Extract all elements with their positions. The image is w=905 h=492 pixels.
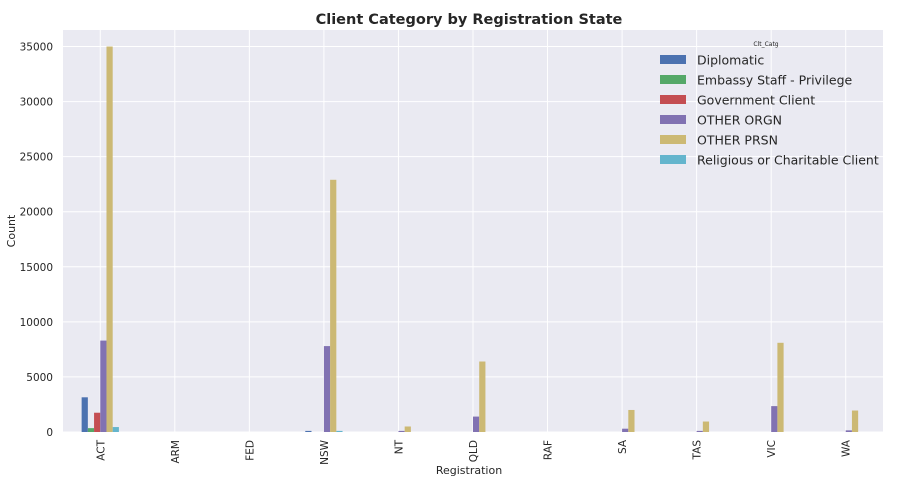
legend-swatch — [660, 155, 686, 164]
bar-religious-or-charitable-client-act — [112, 427, 119, 432]
legend-label: Diplomatic — [697, 53, 764, 68]
legend-label: OTHER PRSN — [697, 133, 778, 148]
x-tick-label: QLD — [468, 440, 480, 462]
y-tick-label: 35000 — [20, 42, 53, 54]
legend-swatch — [660, 115, 686, 124]
bar-other-prsn-sa — [628, 409, 635, 432]
legend-label: Government Client — [697, 93, 815, 108]
legend-swatch — [660, 55, 686, 64]
bar-other-orgn-act — [100, 340, 107, 432]
y-tick-label: 0 — [46, 427, 53, 439]
x-tick-label: NT — [393, 439, 405, 454]
x-axis-label: Registration — [436, 464, 502, 477]
y-tick-label: 30000 — [20, 97, 53, 109]
legend-swatch — [660, 95, 686, 104]
bar-religious-or-charitable-client-nsw — [336, 430, 343, 432]
x-tick-label: FED — [244, 440, 256, 461]
y-tick-label: 15000 — [20, 262, 53, 274]
bar-other-orgn-wa — [845, 430, 852, 432]
legend-label: Embassy Staff - Privilege — [697, 73, 853, 88]
y-tick-labels: 0 5000 10000 15000 20000 25000 30000 35000 — [20, 42, 53, 439]
y-tick-label: 5000 — [26, 372, 53, 384]
bar-other-prsn-vic — [777, 342, 784, 432]
bar-other-orgn-nt — [398, 430, 405, 432]
x-tick-label: VIC — [766, 440, 778, 458]
bar-other-prsn-wa — [851, 410, 859, 432]
bar-other-orgn-qld — [473, 416, 480, 432]
bars — [81, 46, 859, 433]
x-tick-label: TAS — [692, 440, 704, 461]
y-tick-label: 10000 — [20, 317, 53, 329]
x-tick-label: SA — [617, 439, 629, 454]
bar-other-orgn-nsw — [323, 346, 331, 432]
bar-other-prsn-tas — [702, 421, 710, 432]
x-tick-labels: ACT ARM FED NSW NT QLD RAF SA TAS VIC WA — [95, 439, 852, 465]
y-tick-label: 20000 — [20, 207, 53, 219]
y-axis-label: Count — [5, 214, 18, 247]
bar-other-orgn-sa — [622, 428, 629, 432]
bar-other-prsn-nt — [404, 426, 411, 432]
x-tick-label: RAF — [543, 440, 555, 460]
legend-title: Clt_Catg — [753, 41, 778, 48]
legend-label: Religious or Charitable Client — [697, 153, 879, 168]
x-tick-label: ARM — [170, 440, 182, 464]
grid-lines — [63, 30, 883, 433]
x-tick-label: ACT — [95, 439, 107, 460]
legend-label: OTHER ORGN — [697, 113, 782, 128]
bar-other-prsn-nsw — [330, 179, 337, 432]
chart-title: Client Category by Registration State — [316, 12, 623, 28]
bar-government-client-act — [94, 412, 101, 432]
bar-other-orgn-tas — [696, 430, 703, 432]
legend: Clt_Catg Diplomatic Embassy Staff - Privi… — [660, 41, 879, 168]
legend-swatch — [660, 75, 686, 84]
bar-diplomatic-act — [81, 397, 88, 432]
y-tick-label: 25000 — [20, 152, 53, 164]
bar-other-prsn-act — [106, 46, 113, 433]
x-tick-label: WA — [841, 439, 853, 457]
bar-other-prsn-qld — [479, 361, 486, 432]
x-tick-label: NSW — [319, 439, 331, 465]
legend-swatch — [660, 135, 686, 144]
bar-embassy-staff-privilege-act — [87, 428, 95, 432]
bar-other-orgn-vic — [771, 406, 778, 432]
bar-diplomatic-nsw — [305, 430, 312, 432]
